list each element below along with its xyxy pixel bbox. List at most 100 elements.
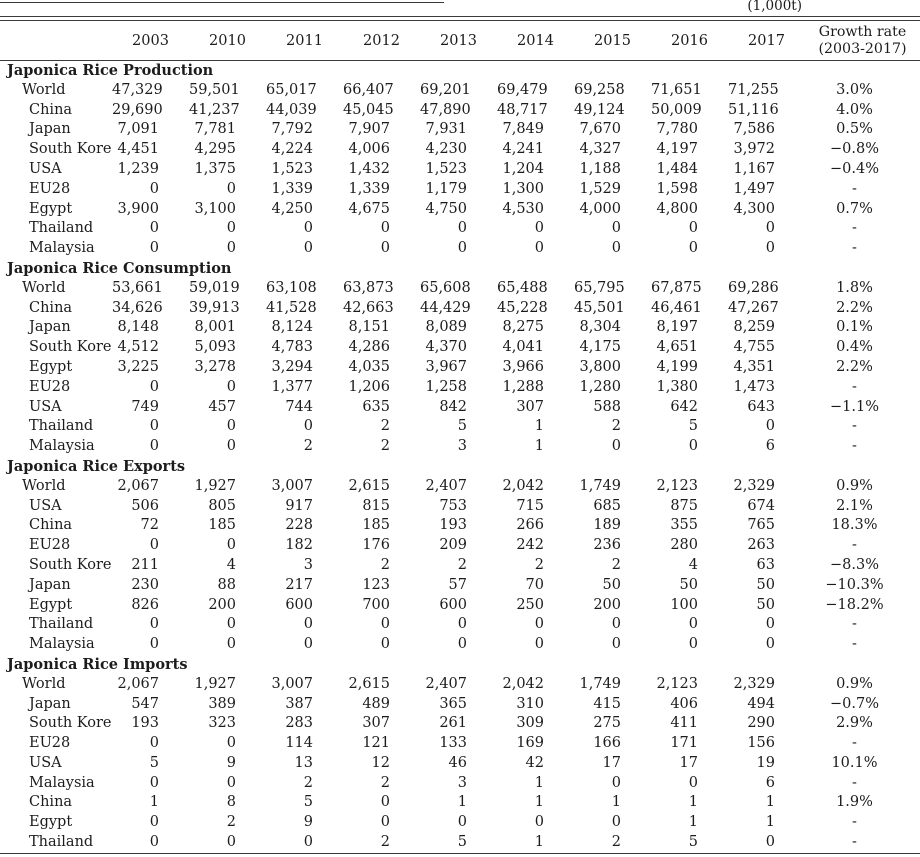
cell-value: 209 bbox=[439, 537, 467, 554]
cell-value: 0 bbox=[380, 240, 390, 257]
cell-value: 0 bbox=[380, 220, 390, 237]
cell-value: 290 bbox=[747, 715, 775, 732]
cell-value: 71,651 bbox=[651, 81, 702, 98]
cell-value: 0 bbox=[688, 220, 698, 237]
growth-rate-cell: - bbox=[852, 438, 857, 455]
table-row: South Korea 4,512 5,093 4,783 4,286 4,370 4,04… bbox=[0, 338, 920, 358]
cell-value: 46,461 bbox=[651, 299, 702, 316]
cell-value: 8 bbox=[226, 794, 236, 811]
row-label: Egypt bbox=[29, 814, 73, 831]
cell-value: 2 bbox=[534, 556, 544, 573]
cell-value: 0 bbox=[611, 774, 621, 791]
cell-value: 0 bbox=[303, 636, 313, 653]
cell-value: 114 bbox=[285, 735, 313, 752]
cell-value: 8,001 bbox=[194, 319, 236, 336]
cell-value: 1 bbox=[611, 794, 621, 811]
cell-value: 4,800 bbox=[656, 200, 698, 217]
year-column-header: 2015 bbox=[574, 21, 651, 61]
growth-rate-cell: 0.9% bbox=[836, 477, 873, 494]
growth-rate-cell: 18.3% bbox=[831, 517, 878, 534]
growth-rate-cell: 3.0% bbox=[836, 81, 873, 98]
cell-value: 1,598 bbox=[656, 180, 698, 197]
cell-value: 29,690 bbox=[112, 101, 163, 118]
cell-value: 69,479 bbox=[497, 81, 548, 98]
cell-value: 1 bbox=[534, 794, 544, 811]
cell-value: 4,224 bbox=[271, 141, 313, 158]
cell-value: 5,093 bbox=[194, 339, 236, 356]
cell-value: 50 bbox=[679, 576, 698, 593]
cell-value: 50 bbox=[756, 596, 775, 613]
cell-value: 0 bbox=[457, 636, 467, 653]
row-label: South Korea bbox=[29, 339, 112, 356]
growth-rate-cell: 0.9% bbox=[836, 675, 873, 692]
cell-value: 2,042 bbox=[502, 477, 544, 494]
cell-value: 1,749 bbox=[579, 675, 621, 692]
cell-value: 283 bbox=[285, 715, 313, 732]
cell-value: 0 bbox=[149, 735, 159, 752]
cell-value: 275 bbox=[593, 715, 621, 732]
cell-value: 3,966 bbox=[502, 358, 544, 375]
row-label: Malaysia bbox=[29, 438, 95, 455]
cell-value: 1,300 bbox=[502, 180, 544, 197]
cell-value: 0 bbox=[226, 774, 236, 791]
growth-rate-cell: −18.2% bbox=[825, 596, 884, 613]
cell-value: 1,280 bbox=[579, 378, 621, 395]
cell-value: 63 bbox=[756, 556, 775, 573]
row-label: Malaysia bbox=[29, 774, 95, 791]
row-label: Japan bbox=[29, 319, 71, 336]
cell-value: 3 bbox=[457, 438, 467, 455]
table-row: Malaysia 0 0 2 2 3 1 0 0 6 - bbox=[0, 774, 920, 794]
cell-value: 3,900 bbox=[117, 200, 159, 217]
growth-rate-cell: −0.7% bbox=[830, 695, 879, 712]
cell-value: 1,529 bbox=[579, 180, 621, 197]
cell-value: 0 bbox=[226, 438, 236, 455]
cell-value: 0 bbox=[303, 240, 313, 257]
cell-value: 674 bbox=[747, 497, 775, 514]
cell-value: 0 bbox=[688, 240, 698, 257]
table-row: EU28 0 0 114 121 133 169 166 171 156 - bbox=[0, 734, 920, 754]
cell-value: 4,199 bbox=[656, 358, 698, 375]
cell-value: 0 bbox=[149, 834, 159, 851]
cell-value: 0 bbox=[226, 636, 236, 653]
cell-value: 211 bbox=[131, 556, 159, 573]
cell-value: 4,175 bbox=[579, 339, 621, 356]
cell-value: 0 bbox=[688, 774, 698, 791]
section-header-row: Japonica Rice Consumption bbox=[0, 259, 920, 279]
cell-value: 457 bbox=[208, 398, 236, 415]
row-label: South Korea bbox=[29, 715, 112, 732]
cell-value: 7,907 bbox=[348, 121, 390, 138]
cell-value: 0 bbox=[611, 220, 621, 237]
cell-value: 50 bbox=[602, 576, 621, 593]
row-label: EU28 bbox=[29, 735, 71, 752]
cell-value: 4,230 bbox=[425, 141, 467, 158]
cell-value: 88 bbox=[217, 576, 236, 593]
cell-value: 169 bbox=[516, 735, 544, 752]
cell-value: 494 bbox=[747, 695, 775, 712]
cell-value: 1,204 bbox=[502, 160, 544, 177]
year-column-header: 2016 bbox=[651, 21, 728, 61]
row-label: Thailand bbox=[29, 834, 94, 851]
cell-value: 685 bbox=[593, 497, 621, 514]
cell-value: 0 bbox=[765, 240, 775, 257]
cell-value: 1,377 bbox=[271, 378, 313, 395]
cell-value: 0 bbox=[303, 220, 313, 237]
cell-value: 12 bbox=[371, 754, 390, 771]
cell-value: 19 bbox=[756, 754, 775, 771]
cell-value: 2 bbox=[457, 556, 467, 573]
cell-value: 4,750 bbox=[425, 200, 467, 217]
cell-value: 1,206 bbox=[348, 378, 390, 395]
cell-value: 765 bbox=[747, 517, 775, 534]
cell-value: 406 bbox=[670, 695, 698, 712]
cell-value: 4,530 bbox=[502, 200, 544, 217]
cell-value: 63,873 bbox=[343, 279, 394, 296]
table-row: World 53,661 59,019 63,108 63,873 65,608 65,48… bbox=[0, 279, 920, 299]
cell-value: 67,875 bbox=[651, 279, 702, 296]
cell-value: 3,225 bbox=[117, 358, 159, 375]
cell-value: 65,017 bbox=[266, 81, 317, 98]
row-label: China bbox=[29, 517, 73, 534]
cell-value: 0 bbox=[457, 814, 467, 831]
cell-value: 0 bbox=[149, 418, 159, 435]
cell-value: 8,197 bbox=[656, 319, 698, 336]
table-row: China 34,626 39,913 41,528 42,663 44,429 45,22… bbox=[0, 299, 920, 319]
cell-value: 1 bbox=[534, 418, 544, 435]
